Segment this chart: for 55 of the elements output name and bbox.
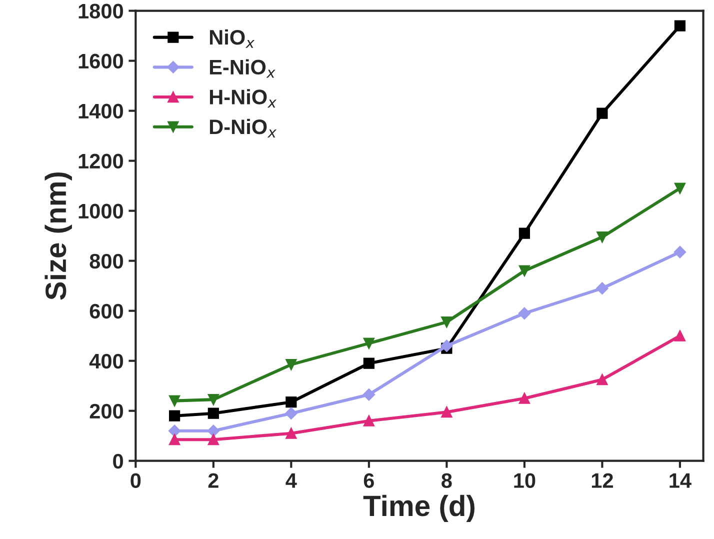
point xyxy=(596,374,608,386)
x-tick-label: 4 xyxy=(286,473,297,488)
y-tick-label: 1400 xyxy=(78,104,124,119)
point xyxy=(208,408,219,419)
point xyxy=(207,424,220,437)
x-tick-label: 8 xyxy=(442,473,452,488)
legend-label: H-NiO$_{x}$ xyxy=(210,89,277,108)
point xyxy=(363,415,374,426)
point xyxy=(168,410,180,422)
point xyxy=(363,358,374,369)
point xyxy=(596,282,608,294)
x-tick-label: 10 xyxy=(514,473,536,488)
point xyxy=(362,388,376,401)
y-tick-label: 800 xyxy=(90,254,124,269)
point xyxy=(596,232,608,243)
point xyxy=(596,108,608,119)
point xyxy=(674,20,686,32)
point xyxy=(285,407,298,420)
point xyxy=(518,228,530,239)
y-tick-label: 600 xyxy=(90,304,124,319)
point xyxy=(363,338,374,349)
x-tick-label: 0 xyxy=(130,473,141,488)
point xyxy=(441,406,452,418)
point xyxy=(518,307,531,320)
point xyxy=(518,392,530,404)
x-axis-title: Time (d) xyxy=(363,494,474,522)
point xyxy=(440,340,453,352)
point xyxy=(286,428,297,439)
point xyxy=(208,434,219,446)
x-tick-label: 14 xyxy=(670,473,692,488)
y-axis-title: Size (nm) xyxy=(44,172,72,300)
y-tick-label: 400 xyxy=(89,354,124,369)
point xyxy=(674,182,686,194)
point xyxy=(168,434,180,446)
point xyxy=(286,359,297,370)
point xyxy=(168,395,180,406)
point xyxy=(674,246,686,258)
y-tick-label: 200 xyxy=(90,404,124,419)
legend-label: E-NiO$_{x}$ xyxy=(210,59,276,78)
point xyxy=(441,316,452,328)
legend-label: D-NiO$_{x}$ xyxy=(210,118,277,138)
y-tick-label: 0 xyxy=(113,454,123,469)
point xyxy=(674,330,686,342)
y-tick-label: 1000 xyxy=(78,204,124,219)
point xyxy=(286,396,297,408)
point xyxy=(208,394,219,406)
x-tick-label: 2 xyxy=(208,473,218,488)
legend-label: NiO$_{x}$ xyxy=(210,29,255,48)
y-tick-label: 1200 xyxy=(78,154,124,169)
point xyxy=(168,424,181,437)
x-tick-label: 6 xyxy=(364,473,374,488)
point xyxy=(518,265,530,276)
x-tick-label: 12 xyxy=(592,473,613,488)
y-tick-label: 1800 xyxy=(78,4,124,19)
y-tick-label: 1600 xyxy=(78,54,124,69)
